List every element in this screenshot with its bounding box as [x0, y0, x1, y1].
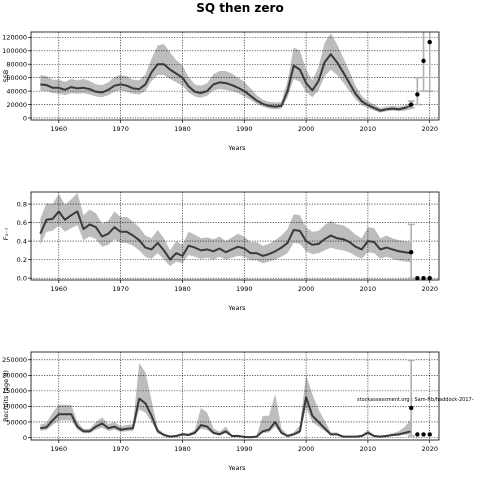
ssb-series-line [40, 53, 412, 112]
ssb-ytick-label: 80000 [6, 61, 27, 69]
ssb-xtick-label: 1990 [236, 125, 253, 133]
recruits-xlabel: Years [227, 464, 246, 472]
figure-title: SQ then zero [196, 1, 283, 15]
f-xlabel: Years [227, 304, 246, 312]
ssb-projection-point [421, 58, 426, 64]
recruits-xtick-label: 1960 [51, 445, 68, 453]
recruits-confidence-band [40, 362, 412, 438]
ssb-ytick-label: 20000 [6, 101, 27, 109]
f-line-layer [39, 210, 412, 261]
recruits-xtick-label: 2010 [360, 445, 377, 453]
recruits-xtick-label: 1970 [112, 445, 129, 453]
f-projection-point [427, 275, 432, 281]
f-ytick-label: 0.2 [17, 256, 27, 264]
ssb-confidence-band-layer [40, 33, 412, 113]
ssb-grid [31, 32, 439, 120]
ssb-xtick-label: 1970 [112, 125, 129, 133]
recruits-ytick-label: 200000 [2, 372, 27, 380]
recruits-ticks: 1960 1970 1980 1990 2000 2010 2020 0 50000 100000… [2, 356, 438, 453]
ssb-confidence-band [40, 33, 412, 113]
recruits-series-line [40, 396, 412, 439]
recruits-xtick-label: 1980 [174, 445, 191, 453]
f-grid [31, 192, 439, 280]
recruits-projection-point [408, 405, 414, 411]
ssb-projection-point [427, 39, 432, 45]
recruits-ytick-label: 0 [23, 434, 27, 442]
ssb-ylabel: SSB [2, 70, 10, 83]
ssb-line-layer [40, 53, 412, 112]
ssb-ytick-label: 120000 [2, 34, 27, 42]
f-axes-frame [30, 191, 440, 281]
recruits-projection-point [421, 432, 426, 437]
f-series-line [39, 210, 412, 261]
f-confidence-band-layer [40, 192, 412, 267]
f-confidence-band [40, 192, 412, 267]
recruits-projection-point [415, 432, 420, 437]
recruits-ytick-label: 150000 [2, 387, 27, 395]
recruits-axes-frame [30, 351, 440, 441]
f-projection-point [415, 275, 420, 281]
panel-recruits: 1960 1970 1980 1990 2000 2010 2020 0 50000 100000… [2, 351, 474, 472]
panel-f: 1960 1970 1980 1990 2000 2010 2020 0.0 0.2 0.4 0.6… [2, 191, 440, 312]
recruits-ytick-label: 250000 [2, 356, 27, 364]
recruits-projection-point [427, 432, 432, 437]
recruits-grid [31, 352, 439, 440]
f-xtick-label: 1980 [174, 285, 191, 293]
f-xtick-label: 2010 [360, 285, 377, 293]
f-ticks: 1960 1970 1980 1990 2000 2010 2020 0.0 0.2 0.4 0.6… [17, 200, 438, 293]
recruits-ytick-label: 50000 [6, 418, 27, 426]
ssb-ytick-label: 40000 [6, 87, 27, 95]
f-ylabel: F₃₋₇ [2, 227, 10, 240]
ssb-ytick-label: 60000 [6, 74, 27, 82]
ssb-xtick-label: 2000 [298, 125, 315, 133]
f-ytick-label: 0.8 [17, 200, 27, 208]
f-xtick-label: 1960 [51, 285, 68, 293]
f-projection-layer [407, 223, 432, 281]
ssb-xtick-label: 1960 [51, 125, 68, 133]
ssb-axes-frame [30, 31, 440, 121]
ssb-xtick-label: 1980 [174, 125, 191, 133]
ssb-projection-layer [407, 32, 434, 109]
f-projection-point [421, 275, 426, 281]
f-xtick-label: 2000 [298, 285, 315, 293]
ssb-projection-point [408, 102, 414, 107]
f-xtick-label: 2020 [421, 285, 438, 293]
recruits-projection-layer [407, 359, 432, 437]
f-ytick-label: 0.6 [17, 219, 27, 227]
ssb-xtick-label: 2010 [360, 125, 377, 133]
f-ytick-label: 0.0 [17, 274, 27, 282]
ssb-xtick-label: 2020 [421, 125, 438, 133]
ssb-xlabel: Years [227, 144, 246, 152]
ssb-ytick-label: 0 [23, 114, 27, 122]
recruits-xtick-label: 2000 [298, 445, 315, 453]
f-projection-point [408, 250, 414, 255]
recruits-line-layer [40, 396, 412, 439]
panel-ssb: 1960 1970 1980 1990 2000 2010 2020 0 20000 40000 6… [2, 31, 440, 152]
f-xtick-label: 1970 [112, 285, 129, 293]
f-xtick-label: 1990 [236, 285, 253, 293]
recruits-ytick-label: 100000 [2, 403, 27, 411]
recruits-ylabel: Recruits (age 0) [2, 370, 10, 422]
ssb-projection-point [415, 92, 420, 97]
ssb-ytick-label: 100000 [2, 47, 27, 55]
ssb-ticks: 1960 1970 1980 1990 2000 2010 2020 0 20000 40000 6… [2, 34, 438, 133]
recruits-xtick-label: 1990 [236, 445, 253, 453]
recruits-xtick-label: 2020 [421, 445, 438, 453]
f-ytick-label: 0.4 [17, 237, 27, 245]
watermark-text: stockassessment.org : Sam-ftb/haddock-20… [357, 397, 474, 403]
recruits-confidence-band-layer [40, 362, 412, 438]
